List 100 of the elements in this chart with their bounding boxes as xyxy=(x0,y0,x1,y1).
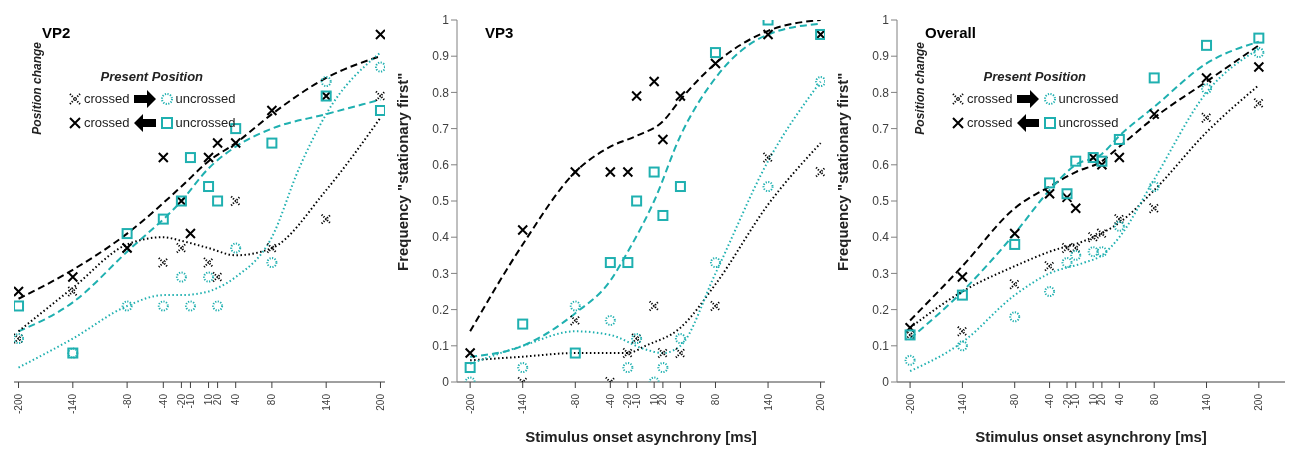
point xyxy=(631,195,643,207)
x-tick-label: 10 xyxy=(203,393,215,406)
point xyxy=(1009,311,1021,323)
point xyxy=(569,347,581,359)
legend-title: Present Position xyxy=(982,68,1088,84)
point xyxy=(1096,246,1108,258)
point xyxy=(709,57,721,69)
y-tick-label: 0.4 xyxy=(872,230,890,245)
point xyxy=(517,362,529,374)
point xyxy=(631,90,643,102)
point xyxy=(674,347,686,359)
point xyxy=(1148,72,1160,84)
y-tick-label: 0.5 xyxy=(432,194,450,209)
x-tick-label: 140 xyxy=(320,393,332,411)
point xyxy=(374,105,385,116)
legend-label: crossed xyxy=(967,91,1013,107)
x-tick-label: 10 xyxy=(648,393,660,406)
point xyxy=(762,28,774,40)
x-tick-label: -40 xyxy=(1044,393,1056,409)
x-axis-title: Stimulus onset asynchrony [ms] xyxy=(525,428,757,445)
point xyxy=(464,362,476,374)
annotation: Position change xyxy=(913,42,928,135)
point xyxy=(1148,108,1160,120)
y-tick-label: 0.9 xyxy=(872,49,890,64)
point xyxy=(157,213,169,225)
x-tick-label: 40 xyxy=(230,393,242,406)
point xyxy=(266,257,278,269)
point xyxy=(230,137,242,149)
point xyxy=(709,257,721,269)
point xyxy=(212,300,224,312)
point xyxy=(1113,152,1125,164)
point xyxy=(1009,238,1021,250)
point xyxy=(709,47,721,59)
x-tick-label: -10 xyxy=(1070,393,1082,409)
point xyxy=(266,242,278,254)
x-tick-label: -20 xyxy=(175,393,187,409)
chart-title: VP2 xyxy=(42,24,71,41)
x-tick-label: 20 xyxy=(212,393,224,406)
point xyxy=(1253,32,1265,44)
point xyxy=(648,76,660,88)
x-tick-label: 40 xyxy=(1113,393,1125,406)
y-tick-label: 0.4 xyxy=(432,230,450,245)
point xyxy=(517,224,529,236)
x-tick-label: -200 xyxy=(13,393,25,415)
x-tick-label: 140 xyxy=(762,393,774,411)
point xyxy=(184,300,196,312)
x-tick-label: -140 xyxy=(956,393,968,415)
legend-label: uncrossed xyxy=(175,115,236,131)
point xyxy=(1061,257,1073,269)
point xyxy=(320,213,332,225)
y-tick-label: 0.7 xyxy=(872,121,890,136)
point xyxy=(1113,220,1125,232)
point xyxy=(374,90,385,102)
point xyxy=(320,76,332,88)
y-tick-label: 0.7 xyxy=(432,121,450,136)
point xyxy=(67,271,79,283)
point xyxy=(266,137,278,149)
y-axis-title: Frequency "stationary first" xyxy=(394,72,412,271)
point xyxy=(674,333,686,345)
point xyxy=(648,166,660,178)
annotation: Position change xyxy=(30,42,45,135)
point xyxy=(374,61,385,73)
x-tick-label: -40 xyxy=(157,393,169,409)
y-tick-label: 0.6 xyxy=(872,158,890,173)
point xyxy=(1096,159,1108,171)
point xyxy=(1087,246,1099,258)
x-tick-label: 80 xyxy=(266,393,278,406)
point xyxy=(569,314,581,326)
point xyxy=(604,257,616,269)
x-tick-label: -140 xyxy=(67,393,79,415)
x-tick-label: 200 xyxy=(1253,393,1265,411)
x-axis-title: Stimulus onset asynchrony [ms] xyxy=(975,428,1207,445)
point xyxy=(184,152,196,164)
point xyxy=(569,300,581,312)
x-tick-label: -80 xyxy=(121,393,133,409)
x-tick-label: 20 xyxy=(1096,393,1108,406)
point xyxy=(657,362,669,374)
point xyxy=(1070,155,1082,167)
point xyxy=(184,228,196,240)
point xyxy=(709,300,721,312)
point xyxy=(657,133,669,145)
point xyxy=(203,181,215,193)
y-tick-label: 0.9 xyxy=(432,49,450,64)
point xyxy=(1070,249,1082,261)
point xyxy=(1070,202,1082,214)
x-tick-label: 200 xyxy=(815,393,827,411)
point xyxy=(569,166,581,178)
point xyxy=(14,286,25,297)
point xyxy=(1148,181,1160,193)
x-tick-label: -10 xyxy=(631,393,643,409)
point xyxy=(1113,133,1125,145)
y-tick-label: 0.2 xyxy=(432,302,450,317)
y-tick-label: 0 xyxy=(442,375,450,390)
point xyxy=(212,195,224,207)
y-tick-label: 0.1 xyxy=(432,339,450,354)
y-tick-label: 0 xyxy=(882,375,890,390)
x-tick-label: -20 xyxy=(1061,393,1073,409)
point xyxy=(1253,97,1265,109)
point xyxy=(1253,47,1265,59)
point xyxy=(1201,39,1213,51)
